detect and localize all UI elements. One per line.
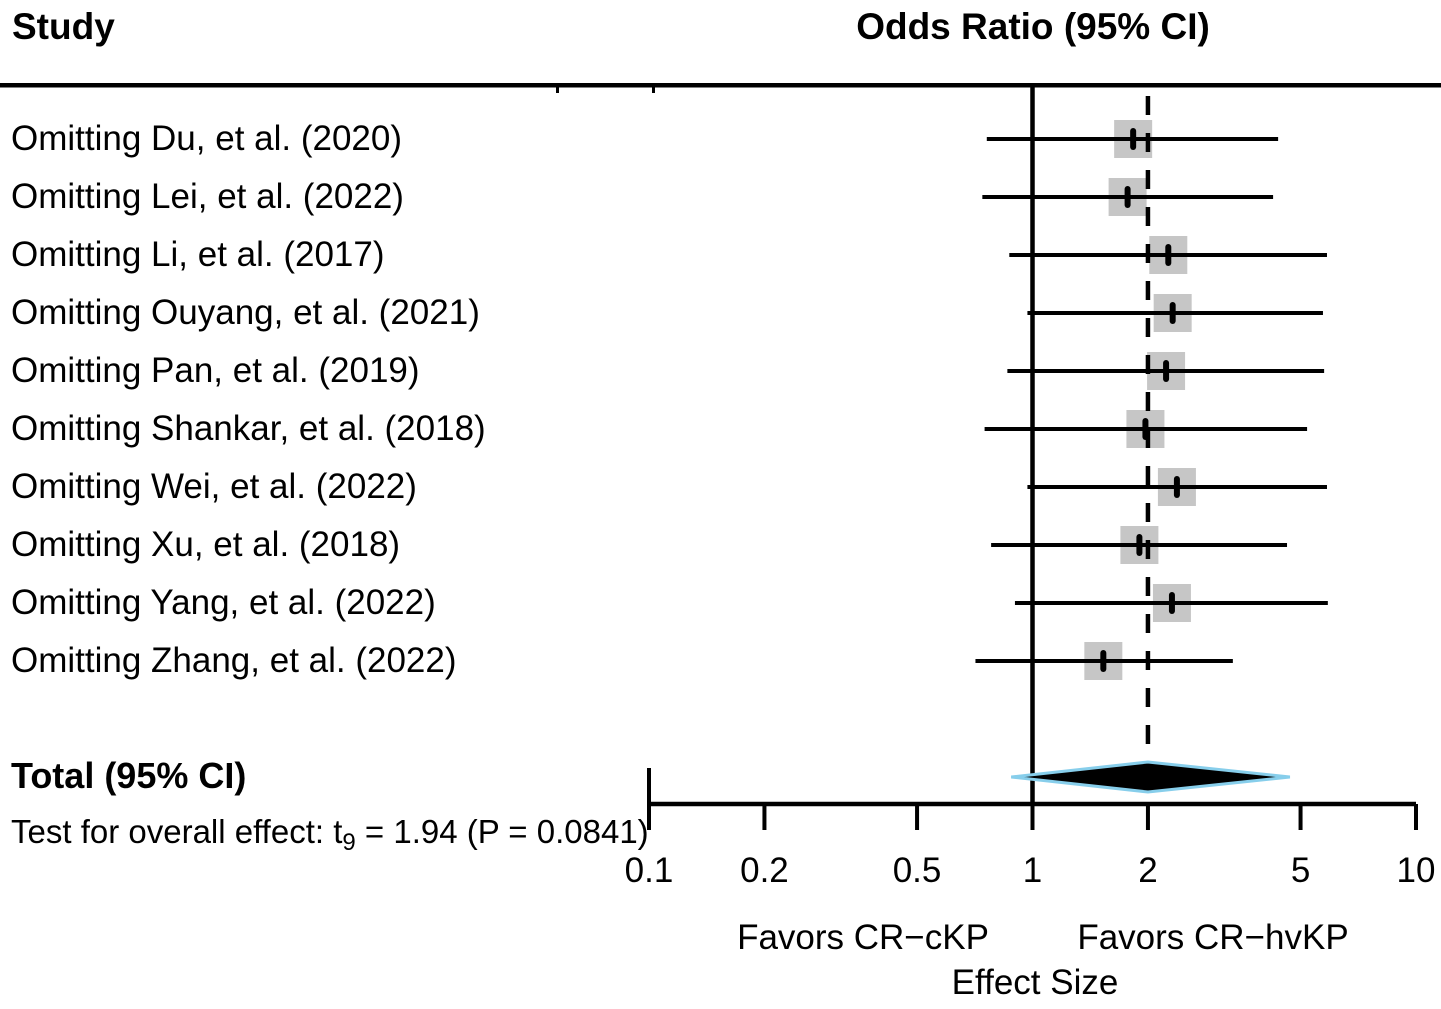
point-estimate-tick bbox=[1163, 360, 1170, 382]
study-label: Omitting Wei, et al. (2022) bbox=[11, 467, 417, 506]
study-label: Omitting Shankar, et al. (2018) bbox=[11, 409, 486, 448]
point-estimate-tick bbox=[1173, 476, 1180, 498]
study-column-header: Study bbox=[12, 6, 115, 47]
x-axis-tick-label: 0.5 bbox=[892, 851, 942, 890]
column-divider-tick bbox=[652, 87, 655, 93]
test-subscript: 9 bbox=[342, 829, 356, 856]
point-estimate-tick bbox=[1136, 534, 1143, 556]
study-label: Omitting Xu, et al. (2018) bbox=[11, 525, 401, 564]
point-estimate-tick bbox=[1165, 244, 1172, 266]
point-estimate-tick bbox=[1142, 418, 1149, 440]
study-label: Omitting Li, et al. (2017) bbox=[11, 235, 385, 274]
favors-right-label: Favors CR−hvKP bbox=[1077, 918, 1349, 957]
point-estimate-tick bbox=[1168, 592, 1175, 614]
study-label: Omitting Du, et al. (2020) bbox=[11, 119, 402, 158]
column-divider-tick bbox=[556, 87, 559, 93]
x-axis-title: Effect Size bbox=[951, 963, 1119, 1002]
odds-ratio-column-header: Odds Ratio (95% CI) bbox=[856, 6, 1210, 47]
x-axis-tick-label: 0.2 bbox=[740, 851, 789, 890]
x-axis-tick-label: 0.1 bbox=[624, 851, 674, 890]
header-rule bbox=[0, 83, 1441, 88]
point-estimate-tick bbox=[1100, 650, 1107, 672]
study-label: Omitting Zhang, et al. (2022) bbox=[11, 641, 457, 680]
study-label: Omitting Yang, et al. (2022) bbox=[11, 583, 436, 622]
study-label: Omitting Lei, et al. (2022) bbox=[11, 177, 404, 216]
x-axis-tick-label: 2 bbox=[1138, 851, 1158, 890]
total-row-label: Total (95% CI) bbox=[11, 755, 247, 796]
point-estimate-tick bbox=[1169, 302, 1176, 324]
point-estimate-tick bbox=[1130, 128, 1137, 150]
x-axis-tick-label: 10 bbox=[1396, 851, 1436, 890]
study-label: Omitting Ouyang, et al. (2021) bbox=[11, 293, 480, 332]
overall-effect-test: Test for overall effect: t9 = 1.94 (P = … bbox=[11, 813, 649, 855]
point-estimate-tick bbox=[1124, 186, 1131, 208]
favors-left-label: Favors CR−cKP bbox=[737, 918, 989, 957]
test-text-prefix: Test for overall effect: t bbox=[11, 813, 343, 850]
x-axis-tick-label: 5 bbox=[1290, 851, 1311, 890]
x-axis-tick-label: 1 bbox=[1022, 851, 1043, 890]
test-text-suffix: = 1.94 (P = 0.0841) bbox=[355, 813, 649, 850]
summary-diamond bbox=[1011, 760, 1291, 794]
study-label: Omitting Pan, et al. (2019) bbox=[11, 351, 420, 390]
